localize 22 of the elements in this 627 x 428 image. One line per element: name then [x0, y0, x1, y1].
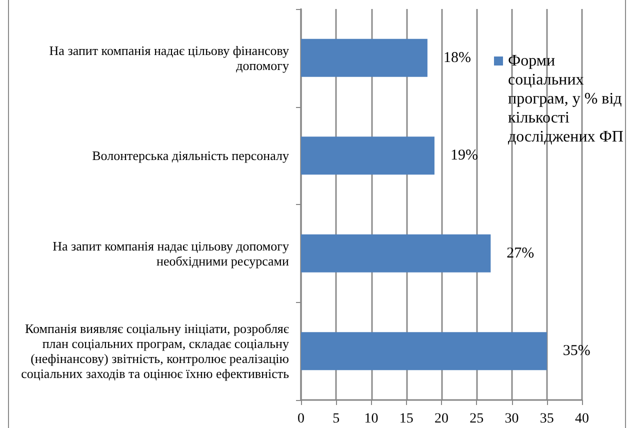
y-tick-label: На запит компанія надає цільову фінансову допомогу — [49, 42, 290, 73]
x-tick-label: 15 — [399, 412, 414, 426]
legend-label: Форми соціальних програм, у % від кількості досліджених ФП — [508, 52, 624, 146]
x-tick-label: 10 — [364, 412, 378, 426]
y-tick-label: Компанія виявляє соціальну ініціати, розробляє план соціальних програм, складає соціальну (нефінансову) звітність, контролює реалізацію соціальних заходів та оцінює їхню ефективність — [21, 321, 290, 382]
bar — [301, 38, 428, 77]
data-label: 27% — [506, 245, 534, 262]
data-label: 35% — [562, 343, 590, 360]
x-tick-label: 35 — [540, 412, 554, 426]
x-tick-label: 25 — [470, 412, 484, 426]
bar — [301, 234, 491, 272]
y-tick-label: Волонтерська діяльність персоналу — [92, 148, 290, 164]
bar — [301, 332, 547, 370]
y-tick-label: На запит компанія надає цільову допомогу необхідними ресурсами — [52, 238, 290, 268]
x-tick-label: 0 — [298, 412, 304, 426]
x-tick-label: 5 — [332, 412, 340, 426]
x-tick-label: 30 — [504, 412, 519, 426]
x-tick-label: 20 — [434, 412, 448, 426]
bar — [301, 136, 434, 175]
data-label: 18% — [443, 50, 471, 66]
data-label: 19% — [450, 148, 478, 164]
x-tick-label: 40 — [575, 412, 589, 426]
